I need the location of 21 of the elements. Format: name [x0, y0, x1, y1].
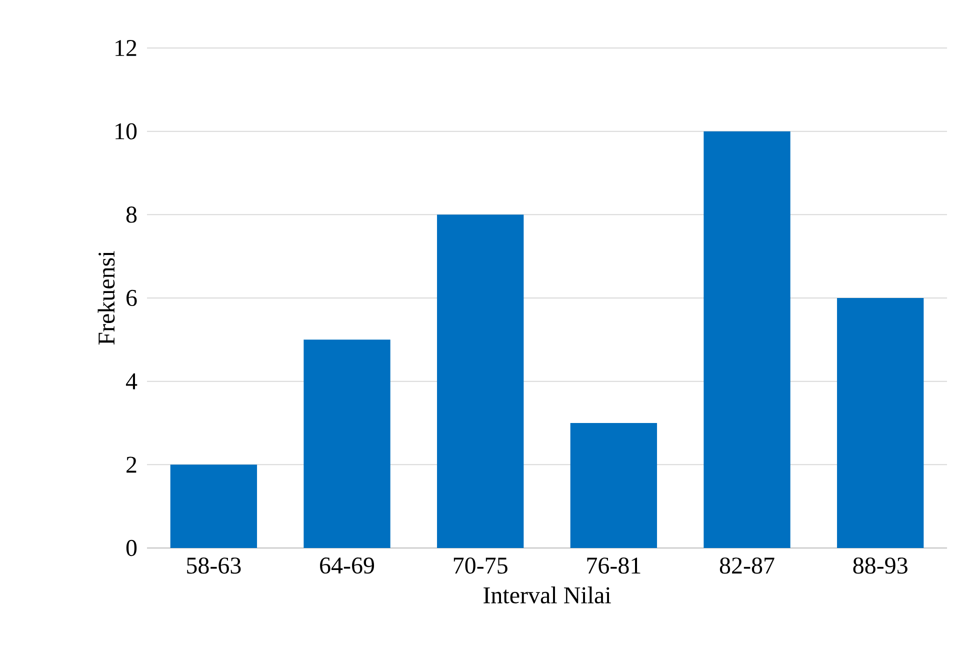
y-tick-label: 6 [126, 290, 137, 306]
x-tick-label: 58-63 [187, 558, 241, 574]
bar [837, 298, 924, 548]
x-tick-label: 64-69 [320, 558, 374, 574]
x-tick-label: 76-81 [587, 558, 640, 574]
x-tick-label: 88-93 [853, 558, 908, 574]
x-tick-label: 70-75 [454, 558, 508, 574]
x-axis-title: Interval Nilai [484, 586, 611, 604]
bar [170, 464, 258, 548]
bar [304, 340, 390, 548]
bar [704, 131, 790, 548]
x-tick-label: 82-87 [720, 558, 774, 574]
y-tick-label: 2 [126, 456, 136, 473]
y-axis-title: Frekuensi [98, 251, 115, 345]
bar [570, 422, 658, 548]
y-tick-label: 8 [126, 206, 137, 223]
bar [437, 214, 524, 548]
y-tick-label: 0 [126, 540, 137, 556]
y-tick-label: 10 [116, 123, 137, 140]
y-tick-label: 4 [126, 373, 138, 390]
y-tick-label: 12 [116, 40, 136, 56]
